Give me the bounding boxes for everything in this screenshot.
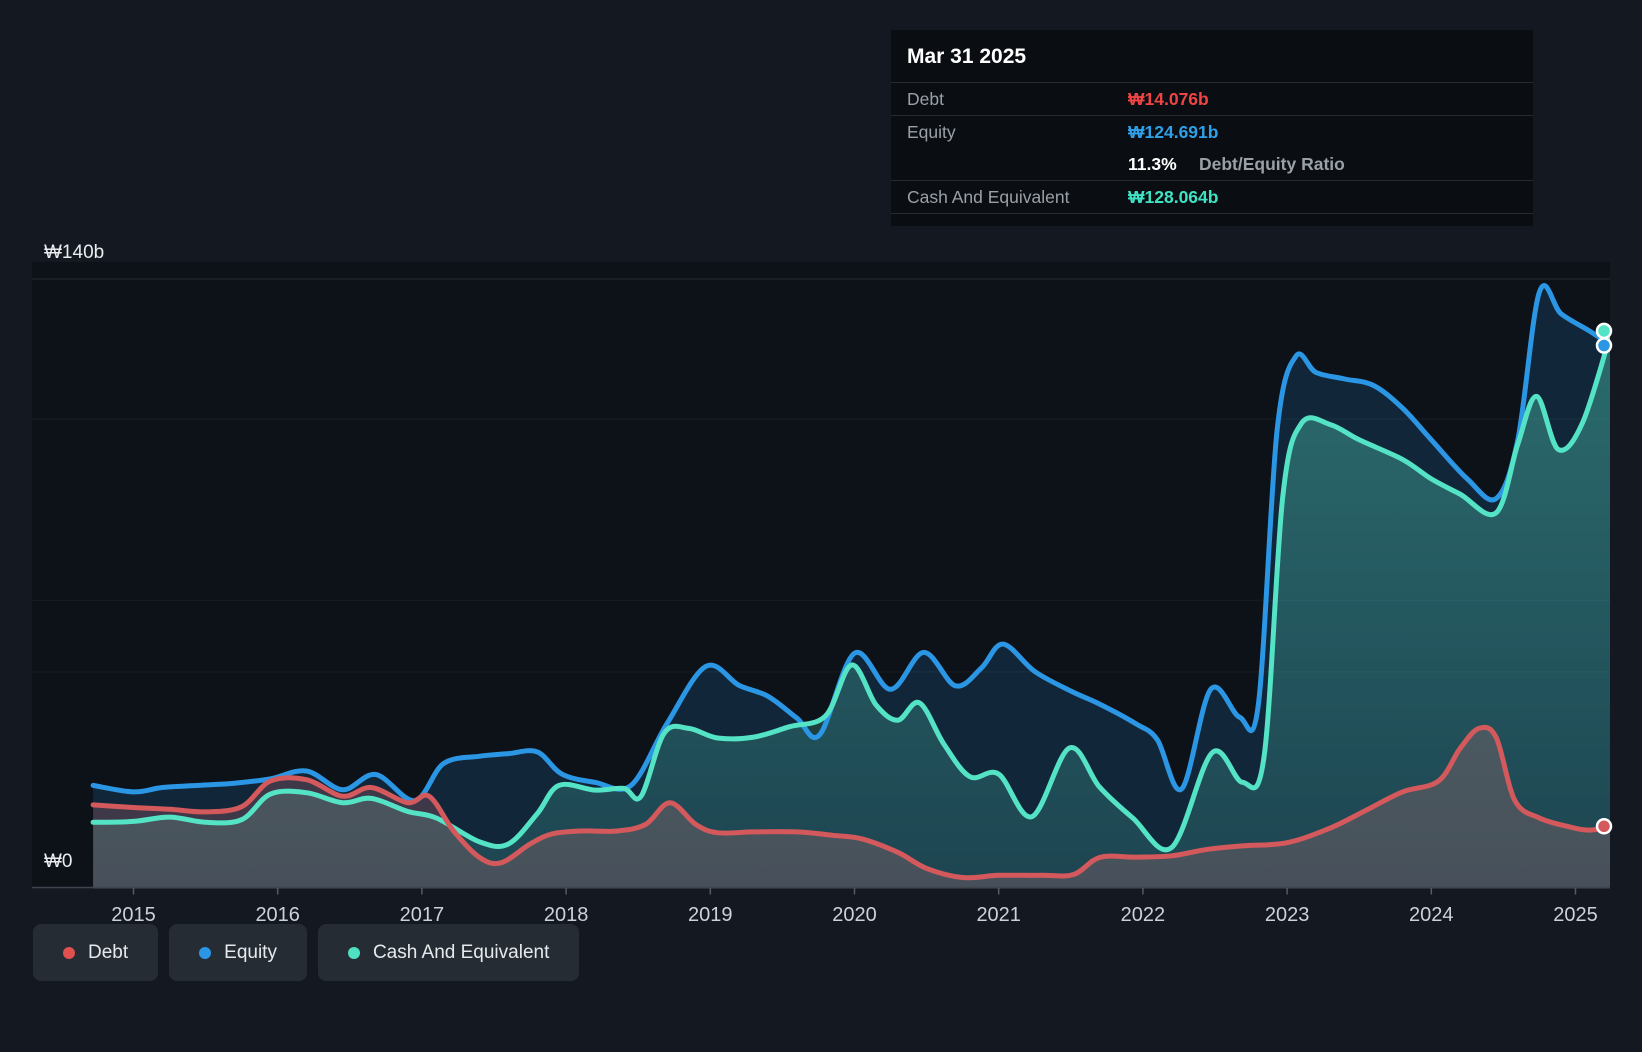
tooltip-row-cash: Cash And Equivalent ₩128.064b: [891, 181, 1533, 214]
chart-tooltip: Mar 31 2025 Debt ₩14.076b Equity ₩124.69…: [891, 30, 1533, 226]
equity-end-marker: [1597, 339, 1611, 353]
tooltip-row-debt: Debt ₩14.076b: [891, 83, 1533, 116]
x-axis-year-label: 2021: [976, 904, 1021, 926]
tooltip-row-ratio: 11.3% Debt/Equity Ratio: [891, 148, 1533, 181]
debt-end-marker: [1597, 819, 1611, 833]
y-axis-max-label: ₩140b: [44, 242, 104, 263]
x-axis-year-label: 2022: [1121, 904, 1166, 926]
tooltip-equity-value: ₩124.691b: [1128, 122, 1218, 143]
equity-dot-icon: [199, 947, 211, 959]
x-axis-year-label: 2025: [1553, 904, 1598, 926]
x-axis-year-label: 2020: [832, 904, 877, 926]
legend-cash-label: Cash And Equivalent: [373, 942, 549, 964]
balance-sheet-chart-page: 2015 2016 2017 2018 2019 2020 2021 2022 2023 2024…: [0, 0, 1642, 1052]
tooltip-row-equity: Equity ₩124.691b: [891, 116, 1533, 148]
tooltip-cash-label: Cash And Equivalent: [891, 187, 1069, 208]
tooltip-ratio-label: Debt/Equity Ratio: [1199, 154, 1345, 175]
cash-and-equivalent-end-marker: [1597, 324, 1611, 338]
legend-debt-label: Debt: [88, 942, 128, 964]
x-axis-year-label: 2016: [255, 904, 300, 926]
tooltip-equity-label: Equity: [891, 122, 956, 143]
debt-dot-icon: [63, 947, 75, 959]
x-axis-year-label: 2023: [1265, 904, 1310, 926]
cash-dot-icon: [348, 947, 360, 959]
y-axis-zero-label: ₩0: [44, 851, 73, 872]
tooltip-debt-label: Debt: [891, 89, 944, 110]
tooltip-debt-value: ₩14.076b: [1128, 89, 1209, 110]
legend-button-cash[interactable]: Cash And Equivalent: [318, 924, 579, 981]
x-axis-year-label: 2018: [544, 904, 589, 926]
tooltip-date: Mar 31 2025: [891, 30, 1533, 83]
legend-button-debt[interactable]: Debt: [33, 924, 158, 981]
legend-equity-label: Equity: [224, 942, 277, 964]
x-axis-year-label: 2017: [400, 904, 445, 926]
tooltip-ratio-value: 11.3%: [1128, 154, 1177, 175]
chart-legend: Debt Equity Cash And Equivalent: [33, 924, 579, 981]
legend-button-equity[interactable]: Equity: [169, 924, 307, 981]
x-axis-year-label: 2019: [688, 904, 733, 926]
tooltip-cash-value: ₩128.064b: [1128, 187, 1218, 208]
x-axis-year-label: 2015: [111, 904, 156, 926]
x-axis-year-label: 2024: [1409, 904, 1454, 926]
